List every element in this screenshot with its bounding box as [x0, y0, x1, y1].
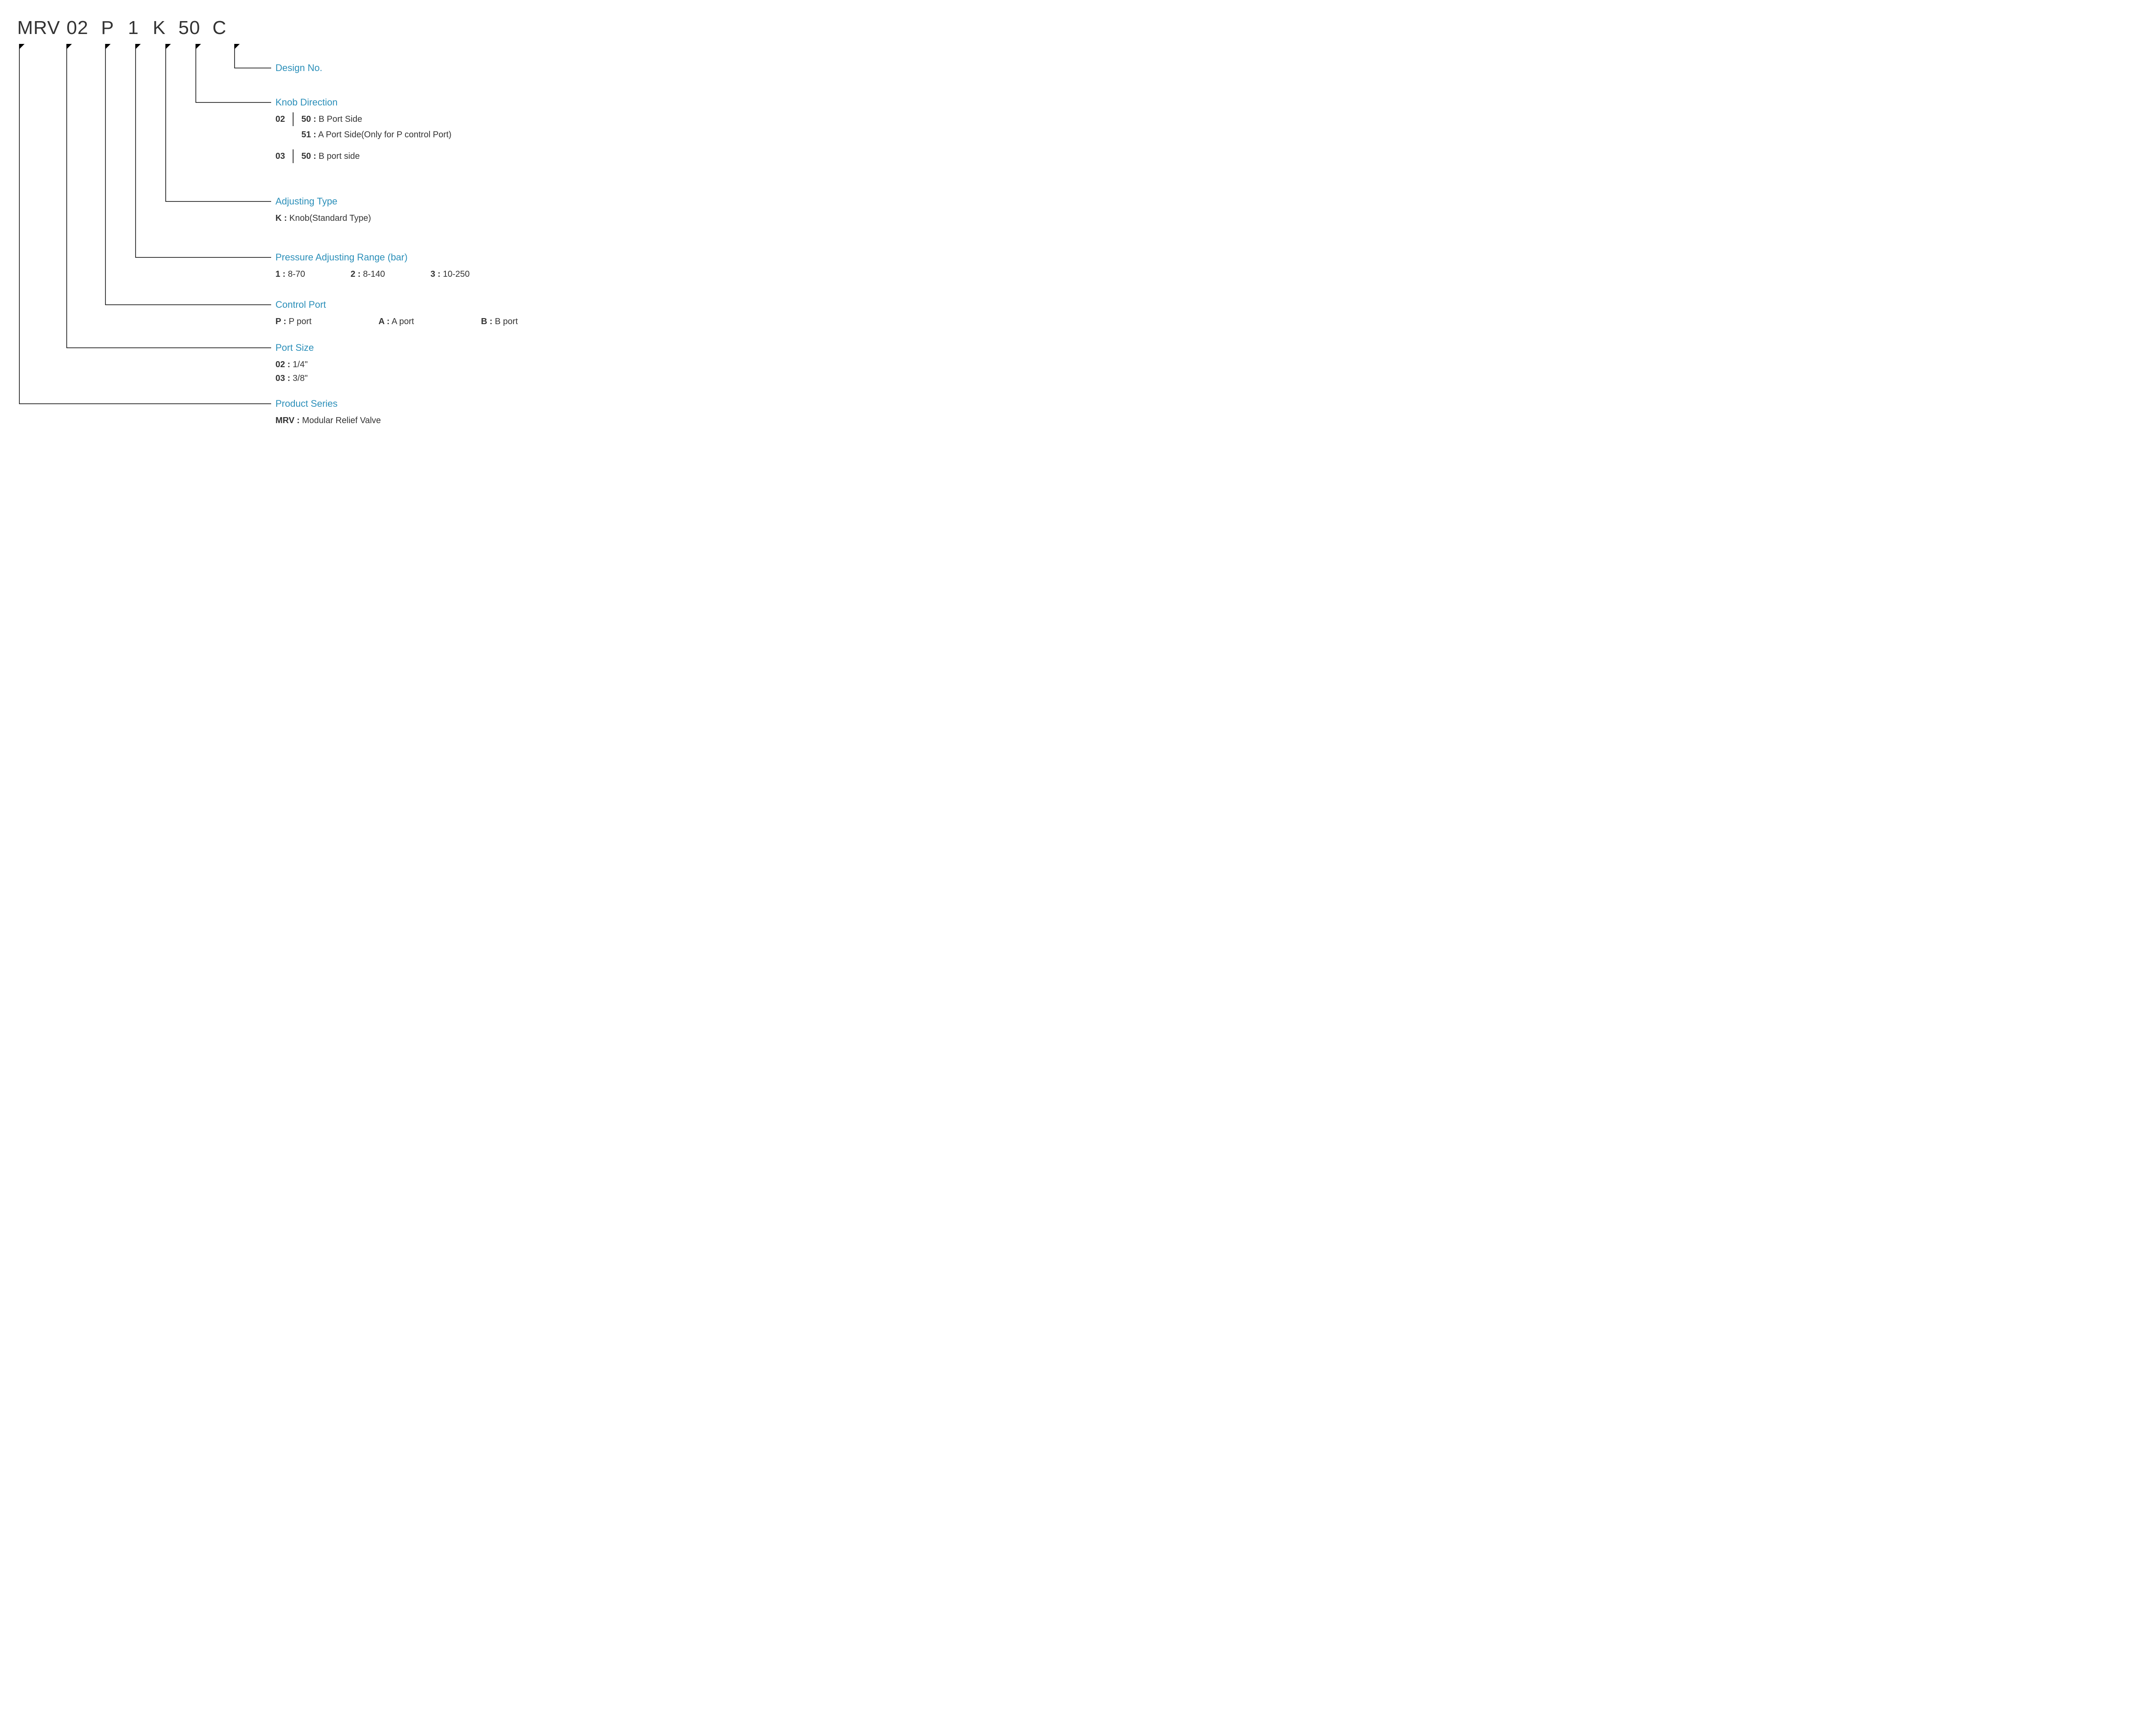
body-knob-direction: 02 50 : B Port Side 51 : A Port Side(Onl… — [275, 112, 451, 165]
pr-1-code: 1 : — [275, 269, 285, 279]
title-adjusting-type: Adjusting Type — [275, 196, 371, 207]
ordering-code-diagram: MRV 02 P 1 K 50 C — [17, 17, 654, 439]
section-design-no: Design No. — [275, 62, 322, 78]
segment-knob-direction: 50 — [172, 17, 207, 39]
body-port-size: 02 : 1/4" 03 : 3/8" — [275, 358, 314, 385]
segment-port-size: 02 — [60, 17, 95, 39]
pseries-mrv-text: Modular Relief Valve — [300, 416, 381, 425]
title-control-port: Control Port — [275, 299, 561, 310]
pr-1-text: 8-70 — [285, 269, 305, 279]
segment-design-no: C — [207, 17, 232, 39]
ps-03-text: 3/8" — [290, 374, 307, 383]
pr-2-code: 2 : — [351, 269, 361, 279]
section-control-port: Control Port P : P port A : A port B : B… — [275, 299, 561, 328]
title-port-size: Port Size — [275, 342, 314, 353]
segment-product-series: MRV — [17, 17, 60, 39]
kd-group-03: 03 — [275, 149, 294, 163]
ps-02-code: 02 : — [275, 360, 290, 369]
section-port-size: Port Size 02 : 1/4" 03 : 3/8" — [275, 342, 314, 385]
cp-p-text: P port — [286, 317, 312, 326]
ps-03-code: 03 : — [275, 374, 290, 383]
title-pressure-range: Pressure Adjusting Range (bar) — [275, 252, 513, 263]
pr-2-text: 8-140 — [361, 269, 385, 279]
kd-02-50-code: 50 : — [301, 114, 316, 124]
section-pressure-range: Pressure Adjusting Range (bar) 1 : 8-70 … — [275, 252, 513, 281]
kd-03-50-code: 50 : — [301, 152, 316, 161]
title-knob-direction: Knob Direction — [275, 97, 451, 108]
connector-lines — [17, 17, 654, 439]
cp-b-text: B port — [492, 317, 518, 326]
ps-02-text: 1/4" — [290, 360, 307, 369]
cp-a-code: A : — [378, 317, 390, 326]
segment-adjusting-type: K — [146, 17, 172, 39]
body-adjusting-type: K : Knob(Standard Type) — [275, 211, 371, 225]
body-product-series: MRV : Modular Relief Valve — [275, 414, 381, 427]
kd-02-51-code: 51 : — [301, 130, 316, 139]
cp-b-code: B : — [481, 317, 493, 326]
kd-03-50-text: B port side — [316, 152, 360, 161]
body-pressure-range: 1 : 8-70 2 : 8-140 3 : 10-250 — [275, 267, 513, 281]
pr-3-code: 3 : — [430, 269, 440, 279]
section-knob-direction: Knob Direction 02 50 : B Port Side 51 : … — [275, 97, 451, 168]
title-design-no: Design No. — [275, 62, 322, 74]
segment-pressure-range: 1 — [121, 17, 146, 39]
code-row: MRV 02 P 1 K 50 C — [17, 17, 232, 39]
section-adjusting-type: Adjusting Type K : Knob(Standard Type) — [275, 196, 371, 225]
title-product-series: Product Series — [275, 398, 381, 409]
pr-3-text: 10-250 — [440, 269, 470, 279]
kd-02-51-text: A Port Side(Only for P control Port) — [316, 130, 451, 139]
kd-group-02: 02 — [275, 112, 294, 126]
adj-k-text: Knob(Standard Type) — [287, 214, 371, 223]
adj-k-code: K : — [275, 214, 287, 223]
cp-p-code: P : — [275, 317, 286, 326]
kd-02-50-text: B Port Side — [316, 114, 362, 124]
segment-control-port: P — [95, 17, 121, 39]
section-product-series: Product Series MRV : Modular Relief Valv… — [275, 398, 381, 427]
body-control-port: P : P port A : A port B : B port — [275, 315, 561, 328]
cp-a-text: A port — [390, 317, 414, 326]
pseries-mrv-code: MRV : — [275, 416, 300, 425]
